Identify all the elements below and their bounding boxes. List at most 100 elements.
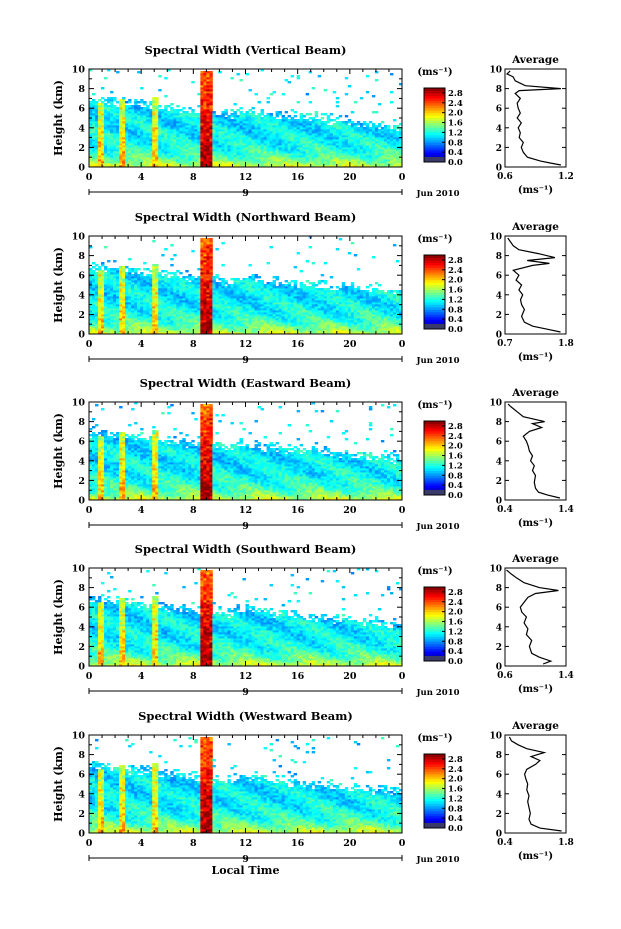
heatmap-cell: [98, 107, 102, 110]
heatmap-cell: [155, 113, 159, 116]
heatmap-cell: [356, 157, 361, 160]
heatmap-cell: [338, 129, 343, 132]
heatmap-cell: [209, 276, 213, 279]
heatmap-cell: [191, 153, 195, 156]
heatmap-cell: [200, 133, 204, 136]
heatmap-cell: [278, 165, 283, 168]
heatmap-cell: [209, 111, 213, 114]
heatmap-cell: [218, 157, 222, 160]
heatmap-cell: [209, 127, 213, 130]
heatmap-cell: [128, 278, 132, 281]
heatmap-cell: [128, 330, 132, 333]
heatmap-cell: [296, 153, 301, 156]
heatmap-cell: [98, 312, 102, 315]
heatmap-cell: [248, 286, 252, 289]
heatmap-cell: [266, 161, 270, 164]
heatmap-cell: [239, 320, 243, 323]
heatmap-cell: [164, 294, 168, 297]
heatmap-cell: [158, 296, 162, 299]
heatmap-cell: [101, 135, 105, 138]
heatmap-cell: [245, 320, 249, 323]
heatmap-cell: [260, 300, 264, 303]
heatmap-cell: [251, 298, 255, 301]
heatmap-cell: [122, 280, 126, 283]
heatmap-cell: [116, 131, 120, 134]
heatmap-cell: [260, 294, 264, 297]
heatmap-cell: [143, 133, 147, 136]
heatmap-cell: [236, 316, 240, 319]
heatmap-cell: [191, 308, 195, 311]
heatmap-cell: [305, 149, 310, 152]
heatmap-cell: [350, 139, 355, 142]
heatmap-cell: [248, 282, 252, 285]
heatmap-cell: [209, 87, 213, 90]
heatmap-cell: [212, 310, 216, 313]
heatmap-cell: [386, 155, 391, 158]
heatmap-cell: [212, 151, 216, 154]
heatmap-cell: [173, 163, 177, 166]
heatmap-cell: [146, 105, 150, 108]
heatmap-cell: [230, 155, 234, 158]
heatmap-cell: [230, 137, 234, 140]
heatmap-cell: [359, 143, 364, 146]
heatmap-cell: [95, 332, 99, 335]
heatmap-cell: [389, 139, 394, 142]
heatmap-cell: [134, 105, 138, 108]
heatmap-cell: [89, 272, 93, 275]
heatmap-cell: [326, 121, 331, 124]
heatmap-cell: [272, 165, 276, 168]
heatmap-cell: [323, 121, 328, 124]
heatmap-cell: [155, 129, 159, 132]
heatmap-cell: [386, 131, 391, 134]
heatmap-cell: [203, 111, 207, 114]
heatmap-cell: [335, 149, 340, 152]
heatmap-cell: [359, 141, 364, 144]
heatmap-cell: [344, 153, 349, 156]
heatmap-cell: [185, 159, 189, 162]
heatmap-cell: [116, 268, 120, 271]
heatmap-cell: [176, 163, 180, 166]
heatmap-cell: [221, 115, 225, 118]
heatmap-cell: [200, 105, 204, 108]
heatmap-cell: [221, 131, 225, 134]
heatmap-cell: [134, 119, 138, 122]
heatmap-cell: [209, 91, 213, 94]
heatmap-cell: [182, 282, 186, 285]
heatmap-cell: [206, 77, 210, 80]
heatmap-cell: [200, 85, 204, 88]
heatmap-cell: [131, 123, 135, 126]
heatmap-cell: [113, 137, 117, 140]
heatmap-cell: [377, 123, 382, 126]
heatmap-cell: [98, 266, 102, 269]
heatmap-cell: [254, 312, 258, 315]
heatmap-cell: [344, 137, 349, 140]
heatmap-cell: [185, 308, 189, 311]
heatmap-cell: [161, 284, 165, 287]
heatmap-cell: [200, 129, 204, 132]
heatmap-cell: [242, 155, 246, 158]
heatmap-cell: [188, 282, 192, 285]
heatmap-cell: [284, 121, 289, 124]
heatmap-cell: [92, 314, 96, 317]
heatmap-cell: [104, 268, 108, 271]
heatmap-cell: [134, 296, 138, 299]
heatmap-cell: [209, 270, 213, 273]
heatmap-cell: [215, 157, 219, 160]
heatmap-cell: [197, 113, 201, 116]
heatmap-cell: [248, 278, 252, 281]
heatmap-cell: [113, 284, 117, 287]
heatmap-cell: [374, 163, 379, 166]
heatmap-cell: [173, 131, 177, 134]
heatmap-cell: [335, 123, 340, 126]
heatmap-cell: [200, 95, 204, 98]
heatmap-cell: [203, 131, 207, 134]
heatmap-cell: [89, 115, 93, 118]
heatmap-cell: [206, 133, 210, 136]
heatmap-cell: [119, 282, 123, 285]
heatmap-cell: [89, 308, 93, 311]
heatmap-cell: [212, 278, 216, 281]
heatmap-cell: [191, 294, 195, 297]
heatmap-cell: [107, 131, 111, 134]
heatmap-cell: [260, 330, 264, 333]
heatmap-cell: [158, 113, 162, 116]
